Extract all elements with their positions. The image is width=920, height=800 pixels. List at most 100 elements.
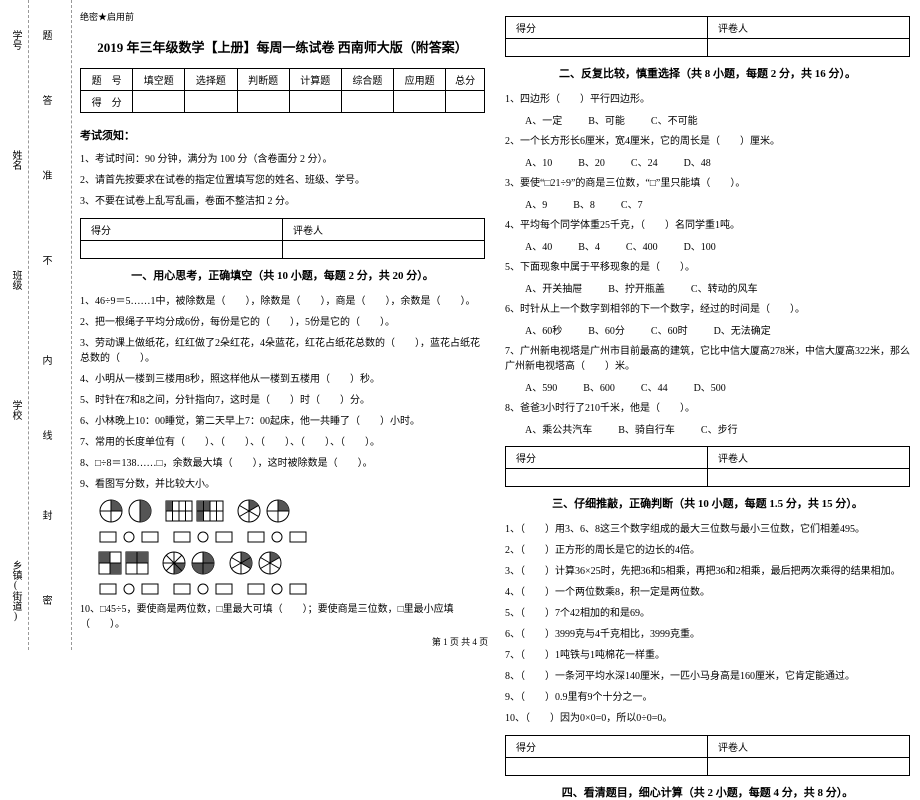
question: 8、（ ）一条河平均水深140厘米，一匹小马身高是160厘米，它肯定能通过。: [505, 669, 910, 684]
exam-notes-title: 考试须知：: [80, 127, 485, 143]
page-footer: 第 1 页 共 4 页: [0, 635, 920, 648]
circle-fraction-icon: [127, 498, 153, 524]
opt: B、20: [578, 154, 605, 169]
opt: C、7: [621, 196, 643, 211]
blank-compare-icon: [172, 582, 234, 596]
circle-pair: [228, 550, 283, 576]
opt: D、100: [684, 238, 716, 253]
options: A、乘公共汽车B、骑自行车C、步行: [505, 421, 910, 436]
scorebox-label: 得分: [506, 17, 708, 39]
question: 5、（ ）7个42相加的和是69。: [505, 606, 910, 621]
scorebox-label: 得分: [81, 219, 283, 241]
vlabel2-h: 密: [38, 595, 53, 605]
scorebox-label: 评卷人: [708, 736, 910, 758]
options: A、9 B、8 C、7: [505, 196, 910, 211]
question: 1、（ ）用3、6、8这三个数字组成的最大三位数与最小三位数，它们相差495。: [505, 522, 910, 537]
options: A、一定B、可能C、不可能: [505, 112, 910, 127]
th: 综合题: [341, 69, 393, 91]
square-fraction-icon: [165, 500, 193, 522]
question: 3、要使“□21÷9”的商是三位数，“□”里只能填（ ）。: [505, 176, 910, 191]
options: A、10B、20C、24D、48: [505, 154, 910, 169]
options: A、590B、600C、44D、500: [505, 379, 910, 394]
scorebox-blank: [708, 758, 910, 776]
opt: A、9: [525, 196, 547, 211]
scorebox-label: 得分: [506, 736, 708, 758]
opt: C、24: [631, 154, 658, 169]
question: 10、（ ）因为0×0=0，所以0÷0=0。: [505, 711, 910, 726]
opt: B、8: [573, 196, 595, 211]
th: 题 号: [81, 69, 133, 91]
opt: B、60分: [588, 322, 625, 337]
fraction-blanks-row2: [98, 582, 485, 596]
question: 9、（ ）0.9里有9个十分之一。: [505, 690, 910, 705]
opt: A、乘公共汽车: [525, 421, 592, 436]
opt: B、600: [583, 379, 615, 394]
blank-compare-icon: [246, 582, 308, 596]
th: 应用题: [394, 69, 446, 91]
vlabel2-c: 准: [38, 170, 53, 180]
vlabel-class: 班级: [8, 270, 23, 290]
question: 7、常用的长度单位有（ ）、（ ）、（ ）、（ ）、（ ）。: [80, 435, 485, 450]
circle-fraction-icon: [161, 550, 187, 576]
opt: A、60秒: [525, 322, 562, 337]
vlabel2-f: 线: [38, 430, 53, 440]
scorebox-label: 得分: [506, 447, 708, 469]
circle-pair: [161, 550, 216, 576]
scorebox-label: 评卷人: [708, 447, 910, 469]
opt: C、400: [626, 238, 658, 253]
question: 8、爸爸3小时行了210千米，他是（ ）。: [505, 401, 910, 416]
opt: B、可能: [588, 112, 625, 127]
cell-blank: [237, 91, 289, 113]
score-summary-table: 题 号 填空题 选择题 判断题 计算题 综合题 应用题 总分 得 分: [80, 68, 485, 113]
cell-blank: [446, 91, 485, 113]
opt: C、60时: [651, 322, 688, 337]
section-score-box: 得分 评卷人: [80, 218, 485, 259]
square-fraction-icon: [125, 551, 149, 575]
scorebox-blank: [708, 469, 910, 487]
exam-title: 2019 年三年级数学【上册】每周一练试卷 西南师大版（附答案）: [80, 37, 485, 56]
square-pair: [165, 500, 224, 522]
question: 5、时针在7和8之间，分针指向7，这时是（ ）时（ ）分。: [80, 393, 485, 408]
cell-blank: [289, 91, 341, 113]
vlabel-student-id: 学号: [8, 30, 23, 50]
circle-fraction-icon: [98, 498, 124, 524]
square-fraction-icon: [98, 551, 122, 575]
square-pair: [98, 551, 149, 575]
blank-compare-icon: [172, 530, 234, 544]
fraction-blanks-row1: [98, 530, 485, 544]
vlabel2-g: 封: [38, 510, 53, 520]
question: 4、平均每个同学体重25千克，（ ）名同学重1吨。: [505, 218, 910, 233]
section-score-box: 得分评卷人: [505, 735, 910, 776]
exam-note: 1、考试时间：90 分钟，满分为 100 分（含卷面分 2 分）。: [80, 152, 485, 167]
blank-compare-icon: [246, 530, 308, 544]
question: 2、（ ）正方形的周长是它的边长的4倍。: [505, 543, 910, 558]
circle-fraction-icon: [190, 550, 216, 576]
exam-note: 3、不要在试卷上乱写乱画，卷面不整洁扣 2 分。: [80, 194, 485, 209]
table-row: 题 号 填空题 选择题 判断题 计算题 综合题 应用题 总分: [81, 69, 485, 91]
binding-inner-line: [28, 0, 29, 650]
vlabel2-e: 内: [38, 355, 53, 365]
opt: A、10: [525, 154, 552, 169]
circle-fraction-icon: [257, 550, 283, 576]
vlabel-school: 学校: [8, 400, 23, 420]
circle-pair: [98, 498, 153, 524]
vlabel2-d: 不: [38, 255, 53, 265]
question: 2、把一根绳子平均分成6份，每份是它的（ ），5份是它的（ ）。: [80, 315, 485, 330]
question: 6、时针从上一个数字到相邻的下一个数字，经过的时间是（ ）。: [505, 302, 910, 317]
opt: C、44: [641, 379, 668, 394]
question: 1、46÷9＝5……1中，被除数是（ ），除数是（ ），商是（ ），余数是（ ）…: [80, 294, 485, 309]
fraction-shapes-row2: [98, 550, 485, 576]
th: 填空题: [133, 69, 185, 91]
opt: A、一定: [525, 112, 562, 127]
options: A、60秒 B、60分 C、60时 D、无法确定: [505, 322, 910, 337]
section2-title: 二、反复比较，慎重选择（共 8 小题，每题 2 分，共 16 分）。: [505, 65, 910, 81]
opt: A、开关抽屉: [525, 280, 582, 295]
right-column: 得分评卷人 二、反复比较，慎重选择（共 8 小题，每题 2 分，共 16 分）。…: [505, 10, 910, 640]
question: 4、（ ）一个两位数乘8，积一定是两位数。: [505, 585, 910, 600]
question: 6、小林晚上10：00睡觉，第二天早上7：00起床，他一共睡了（ ）小时。: [80, 414, 485, 429]
confidential-note: 绝密★启用前: [80, 10, 485, 23]
scorebox-blank: [283, 241, 485, 259]
question: 3、（ ）计算36×25时，先把36和5相乘，再把36和2相乘，最后把两次乘得的…: [505, 564, 910, 579]
exam-note: 2、请首先按要求在试卷的指定位置填写您的姓名、班级、学号。: [80, 173, 485, 188]
opt: D、无法确定: [714, 322, 771, 337]
